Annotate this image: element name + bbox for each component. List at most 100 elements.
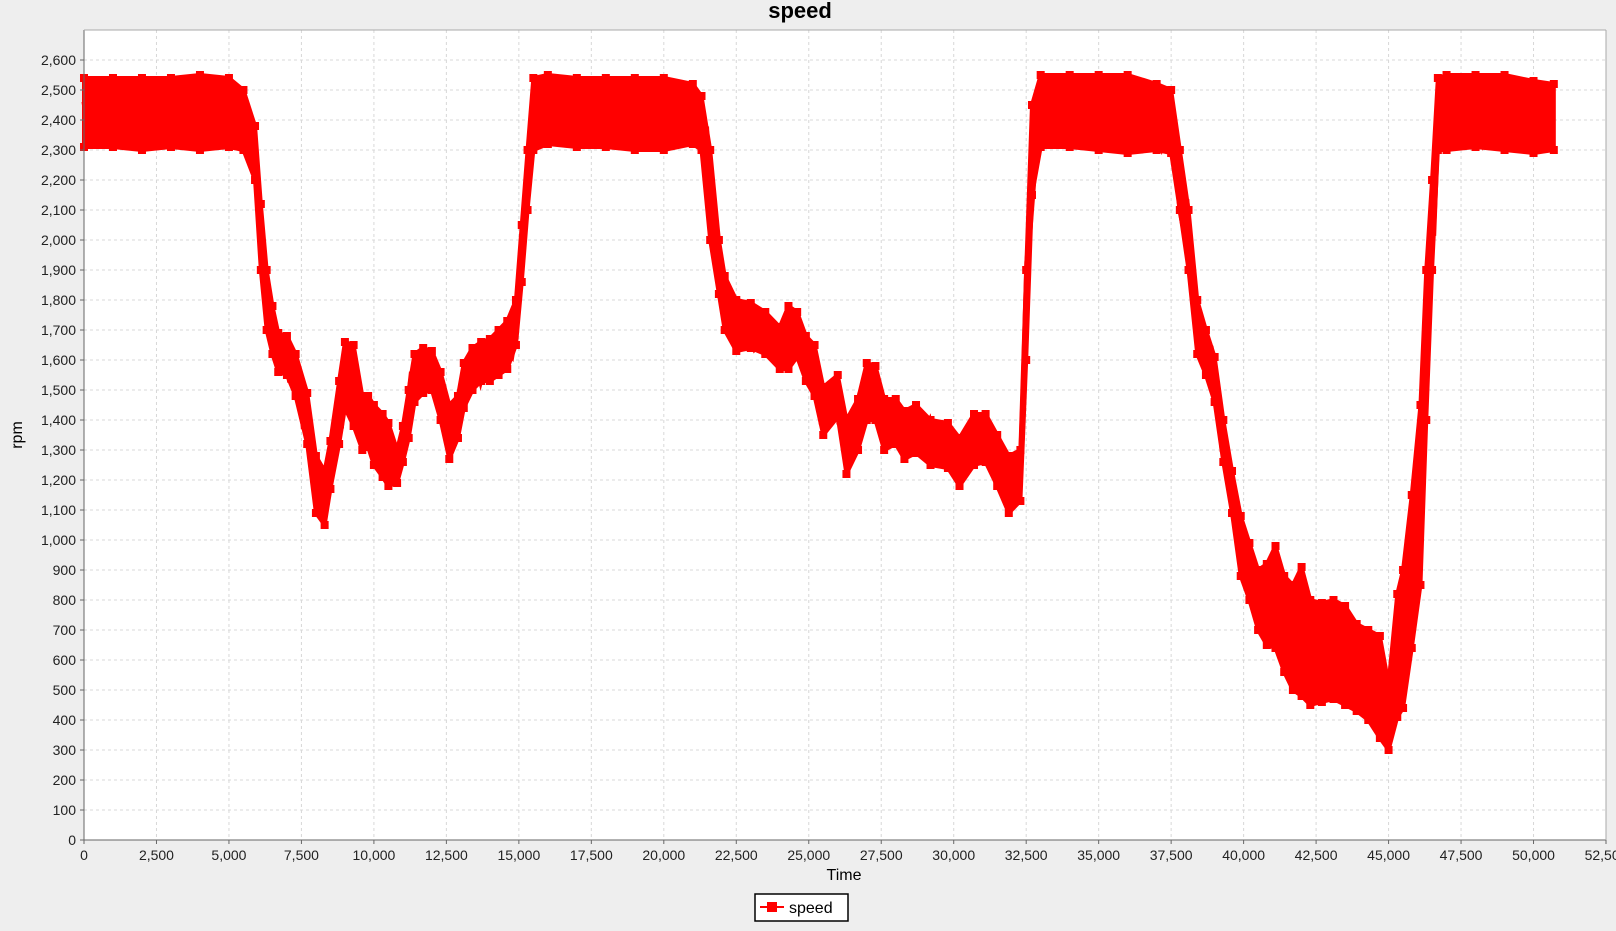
- series-point-marker: [1375, 632, 1384, 640]
- series-point-marker: [1228, 509, 1237, 517]
- series-point-marker: [801, 377, 810, 385]
- series-point-marker: [349, 422, 358, 430]
- series-point-marker: [819, 383, 828, 391]
- series-point-marker: [1152, 80, 1161, 88]
- series-point-marker: [572, 143, 581, 151]
- x-tick-label: 35,000: [1077, 847, 1120, 863]
- series-point-marker: [1549, 80, 1558, 88]
- y-tick-label: 400: [53, 712, 77, 728]
- y-tick-label: 1,500: [41, 382, 76, 398]
- series-point-marker: [335, 440, 344, 448]
- x-tick-label: 2,500: [139, 847, 174, 863]
- series-point-marker: [1280, 572, 1289, 580]
- series-point-marker: [970, 461, 979, 469]
- series-point-marker: [955, 482, 964, 490]
- series-point-marker: [1428, 266, 1437, 274]
- series-point-marker: [1399, 704, 1408, 712]
- series-point-marker: [262, 266, 271, 274]
- y-tick-label: 800: [53, 592, 77, 608]
- series-point-marker: [268, 350, 277, 358]
- y-tick-label: 900: [53, 562, 77, 578]
- y-tick-label: 0: [68, 832, 76, 848]
- series-point-marker: [494, 371, 503, 379]
- series-point-marker: [349, 341, 358, 349]
- series-point-marker: [404, 434, 413, 442]
- series-point-marker: [256, 200, 265, 208]
- series-point-marker: [268, 302, 277, 310]
- series-point-marker: [871, 362, 880, 370]
- series-point-marker: [793, 308, 802, 316]
- series-point-marker: [1016, 497, 1025, 505]
- x-tick-label: 42,500: [1295, 847, 1338, 863]
- series-point-marker: [340, 404, 349, 412]
- series-point-marker: [1341, 701, 1350, 709]
- series-point-marker: [1297, 563, 1306, 571]
- series-point-marker: [1254, 626, 1263, 634]
- y-tick-label: 2,500: [41, 82, 76, 98]
- series-point-marker: [459, 359, 468, 367]
- series-point-marker: [1416, 581, 1425, 589]
- x-tick-label: 5,000: [211, 847, 246, 863]
- series-point-marker: [714, 236, 723, 244]
- x-tick-label: 20,000: [642, 847, 685, 863]
- series-point-marker: [427, 386, 436, 394]
- y-tick-label: 1,200: [41, 472, 76, 488]
- y-tick-label: 1,000: [41, 532, 76, 548]
- series-point-marker: [1262, 560, 1271, 568]
- series-point-marker: [833, 413, 842, 421]
- series-point-marker: [1399, 566, 1408, 574]
- series-point-marker: [224, 143, 233, 151]
- series-point-marker: [732, 296, 741, 304]
- series-point-marker: [239, 86, 248, 94]
- series-point-marker: [761, 350, 770, 358]
- x-tick-label: 30,000: [932, 847, 975, 863]
- series-point-marker: [494, 326, 503, 334]
- legend: speed: [754, 893, 849, 922]
- series-point-marker: [1407, 491, 1416, 499]
- x-tick-labels: 0 2,500 5,000 7,500 10,000 12,500 15,000 17,500…: [80, 847, 1616, 863]
- series-point-marker: [320, 467, 329, 475]
- x-tick-label: 37,500: [1150, 847, 1193, 863]
- series-point-marker: [335, 377, 344, 385]
- series-point-marker: [1094, 146, 1103, 154]
- x-tick-label: 22,500: [715, 847, 758, 863]
- series-point-marker: [274, 368, 283, 376]
- y-tick-label: 600: [53, 652, 77, 668]
- series-point-marker: [282, 371, 291, 379]
- series-point-marker: [445, 401, 454, 409]
- series-point-marker: [239, 146, 248, 154]
- series-point-marker: [303, 440, 312, 448]
- y-tick-label: 1,700: [41, 322, 76, 338]
- series-point-marker: [746, 299, 755, 307]
- series-point-marker: [1271, 644, 1280, 652]
- y-tick-label: 100: [53, 802, 77, 818]
- series-point-marker: [529, 74, 538, 82]
- y-tick-label: 1,800: [41, 292, 76, 308]
- series-point-marker: [453, 392, 462, 400]
- series-point-marker: [517, 278, 526, 286]
- y-tick-label: 1,400: [41, 412, 76, 428]
- series-point-marker: [862, 416, 871, 424]
- series-point-marker: [871, 416, 880, 424]
- x-tick-label: 45,000: [1367, 847, 1410, 863]
- y-tick-label: 1,900: [41, 262, 76, 278]
- series-point-marker: [862, 359, 871, 367]
- series-point-marker: [1471, 143, 1480, 151]
- series-point-marker: [1384, 680, 1393, 688]
- series-point-marker: [543, 140, 552, 148]
- series-point-marker: [1341, 602, 1350, 610]
- series-point-marker: [761, 308, 770, 316]
- series-point-marker: [775, 365, 784, 373]
- series-point-marker: [1306, 596, 1315, 604]
- series-point-marker: [1065, 71, 1074, 79]
- y-tick-label: 2,300: [41, 142, 76, 158]
- series-point-marker: [1306, 701, 1315, 709]
- y-tick-label: 700: [53, 622, 77, 638]
- series-point-marker: [404, 386, 413, 394]
- series-point-marker: [1271, 542, 1280, 550]
- series-point-marker: [891, 395, 900, 403]
- series-point-marker: [1219, 416, 1228, 424]
- series-point-marker: [601, 74, 610, 82]
- series-point-marker: [854, 395, 863, 403]
